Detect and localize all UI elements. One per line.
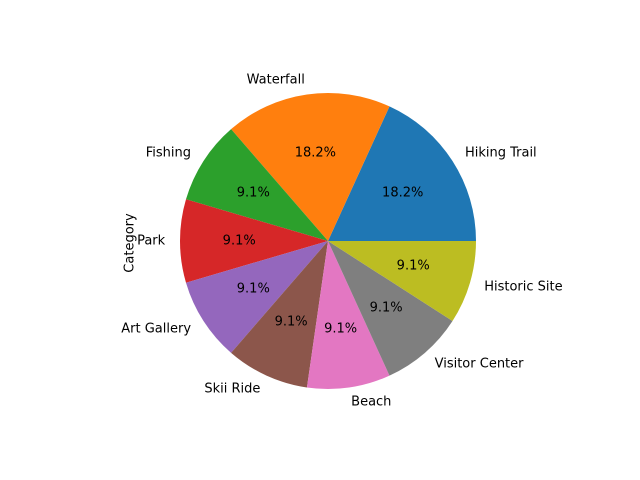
pie-slices (179, 93, 476, 389)
pct-label-fishing: 9.1% (237, 185, 270, 200)
pct-label-waterfall: 18.2% (295, 146, 336, 161)
pct-label-skii-ride: 9.1% (275, 314, 308, 329)
pct-label-visitor-center: 9.1% (370, 301, 403, 316)
pct-label-beach: 9.1% (324, 321, 357, 336)
pie-labels: Hiking Trail 18.2% Waterfall 18.2% Fishing 9.… (121, 72, 562, 409)
label-park: Park (137, 234, 166, 249)
label-beach: Beach (351, 395, 391, 410)
label-visitor-center: Visitor Center (435, 357, 525, 372)
slice-hiking-trail (328, 106, 476, 241)
pct-label-art-gallery: 9.1% (237, 282, 270, 297)
label-fishing: Fishing (146, 145, 191, 160)
label-art-gallery: Art Gallery (121, 322, 191, 337)
label-historic-site: Historic Site (484, 279, 562, 294)
pct-label-historic-site: 9.1% (397, 259, 430, 274)
pct-label-park: 9.1% (223, 234, 256, 249)
label-waterfall: Waterfall (247, 72, 305, 87)
slice-waterfall (231, 93, 390, 241)
slice-fishing (185, 129, 328, 241)
label-hiking-trail: Hiking Trail (465, 145, 537, 160)
y-axis-label: Category (123, 213, 138, 273)
slice-visitor-center (328, 241, 453, 376)
label-skii-ride: Skii Ride (204, 382, 260, 397)
slice-beach (306, 241, 390, 389)
slice-park (179, 199, 328, 283)
pct-label-hiking-trail: 18.2% (382, 185, 423, 200)
slice-art-gallery (185, 241, 328, 353)
slice-historic-site (328, 241, 476, 322)
slice-skii-ride (231, 241, 328, 388)
